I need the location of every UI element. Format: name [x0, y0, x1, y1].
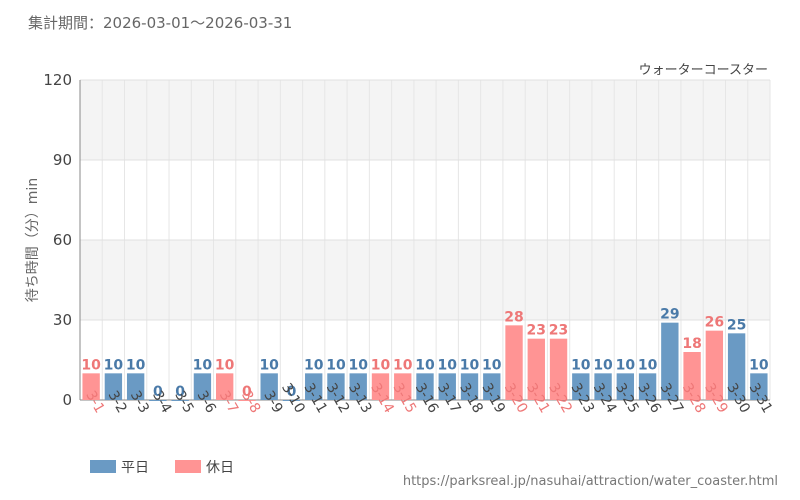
value-label: 23	[549, 323, 568, 339]
legend-holiday-swatch	[175, 460, 201, 473]
value-label: 0	[242, 384, 252, 400]
bar	[505, 325, 523, 400]
value-label: 10	[749, 357, 769, 373]
value-label: 10	[571, 357, 591, 373]
bar	[282, 400, 301, 401]
grid-lines	[79, 79, 771, 401]
bar	[661, 322, 679, 400]
value-label: 10	[415, 357, 435, 373]
bar	[438, 373, 456, 400]
value-label: 10	[616, 357, 636, 373]
y-tick-label: 0	[62, 391, 72, 409]
value-label: 10	[193, 357, 213, 373]
bar	[483, 373, 501, 400]
value-label: 10	[81, 357, 101, 373]
value-label: 10	[348, 357, 368, 373]
legend-weekday-label: 平日	[121, 460, 149, 476]
bar	[349, 373, 367, 400]
y-tick-label: 120	[43, 71, 72, 89]
grid-band	[80, 240, 770, 320]
source-url: https://parksreal.jp/nasuhai/attraction/…	[402, 474, 778, 489]
y-axis-label: 待ち時間（分）min	[25, 178, 41, 302]
value-label: 10	[460, 357, 480, 373]
y-tick-label: 30	[53, 311, 72, 329]
bar	[394, 373, 412, 400]
value-label: 10	[126, 357, 146, 373]
bar	[705, 330, 724, 400]
bar	[460, 373, 479, 400]
value-label: 10	[593, 357, 613, 373]
value-label: 10	[326, 357, 346, 373]
bar	[683, 352, 701, 400]
bar	[126, 373, 145, 400]
bar	[238, 400, 256, 401]
value-label: 25	[727, 317, 746, 333]
value-label: 26	[705, 315, 724, 331]
bars	[82, 322, 768, 401]
value-label: 10	[393, 357, 413, 373]
bar	[327, 373, 345, 400]
bar	[594, 373, 612, 400]
bar	[616, 373, 635, 400]
value-label: 10	[438, 357, 458, 373]
bar	[416, 373, 434, 400]
bar	[305, 373, 323, 400]
value-label: 10	[215, 357, 235, 373]
value-label: 10	[259, 357, 279, 373]
value-label: 23	[527, 323, 546, 339]
legend-holiday-label: 休日	[206, 460, 234, 476]
value-label: 10	[371, 357, 391, 373]
bar	[104, 373, 123, 400]
bar	[750, 373, 768, 400]
grid-band	[80, 80, 770, 160]
bar	[149, 400, 167, 401]
y-tick-label: 90	[53, 151, 72, 169]
bar	[638, 373, 657, 400]
bar	[215, 373, 234, 400]
value-label: 0	[287, 384, 297, 400]
bar	[549, 338, 568, 400]
bar	[171, 400, 189, 401]
y-tick-label: 60	[53, 231, 72, 249]
value-label: 18	[682, 336, 701, 352]
bar	[193, 373, 212, 400]
value-label: 10	[304, 357, 324, 373]
bar	[260, 373, 278, 400]
bar	[82, 373, 100, 400]
value-label: 0	[153, 384, 163, 400]
chart-title: ウォーターコースター	[639, 63, 768, 78]
bar	[727, 333, 746, 400]
legend-weekday-swatch	[90, 460, 116, 473]
value-label: 29	[660, 307, 679, 323]
period-label: 集計期間：2026-03-01～2026-03-31	[28, 14, 293, 32]
legend: 平日 休日	[90, 460, 234, 476]
value-label: 0	[175, 384, 185, 400]
value-label: 28	[504, 309, 523, 325]
y-tick-labels: 0 30 60 90 120	[43, 71, 72, 409]
bar	[371, 373, 390, 400]
value-label: 10	[104, 357, 124, 373]
grid-band	[80, 160, 770, 240]
value-label: 10	[638, 357, 658, 373]
value-label: 10	[482, 357, 502, 373]
bar	[572, 373, 590, 400]
bar	[527, 338, 545, 400]
